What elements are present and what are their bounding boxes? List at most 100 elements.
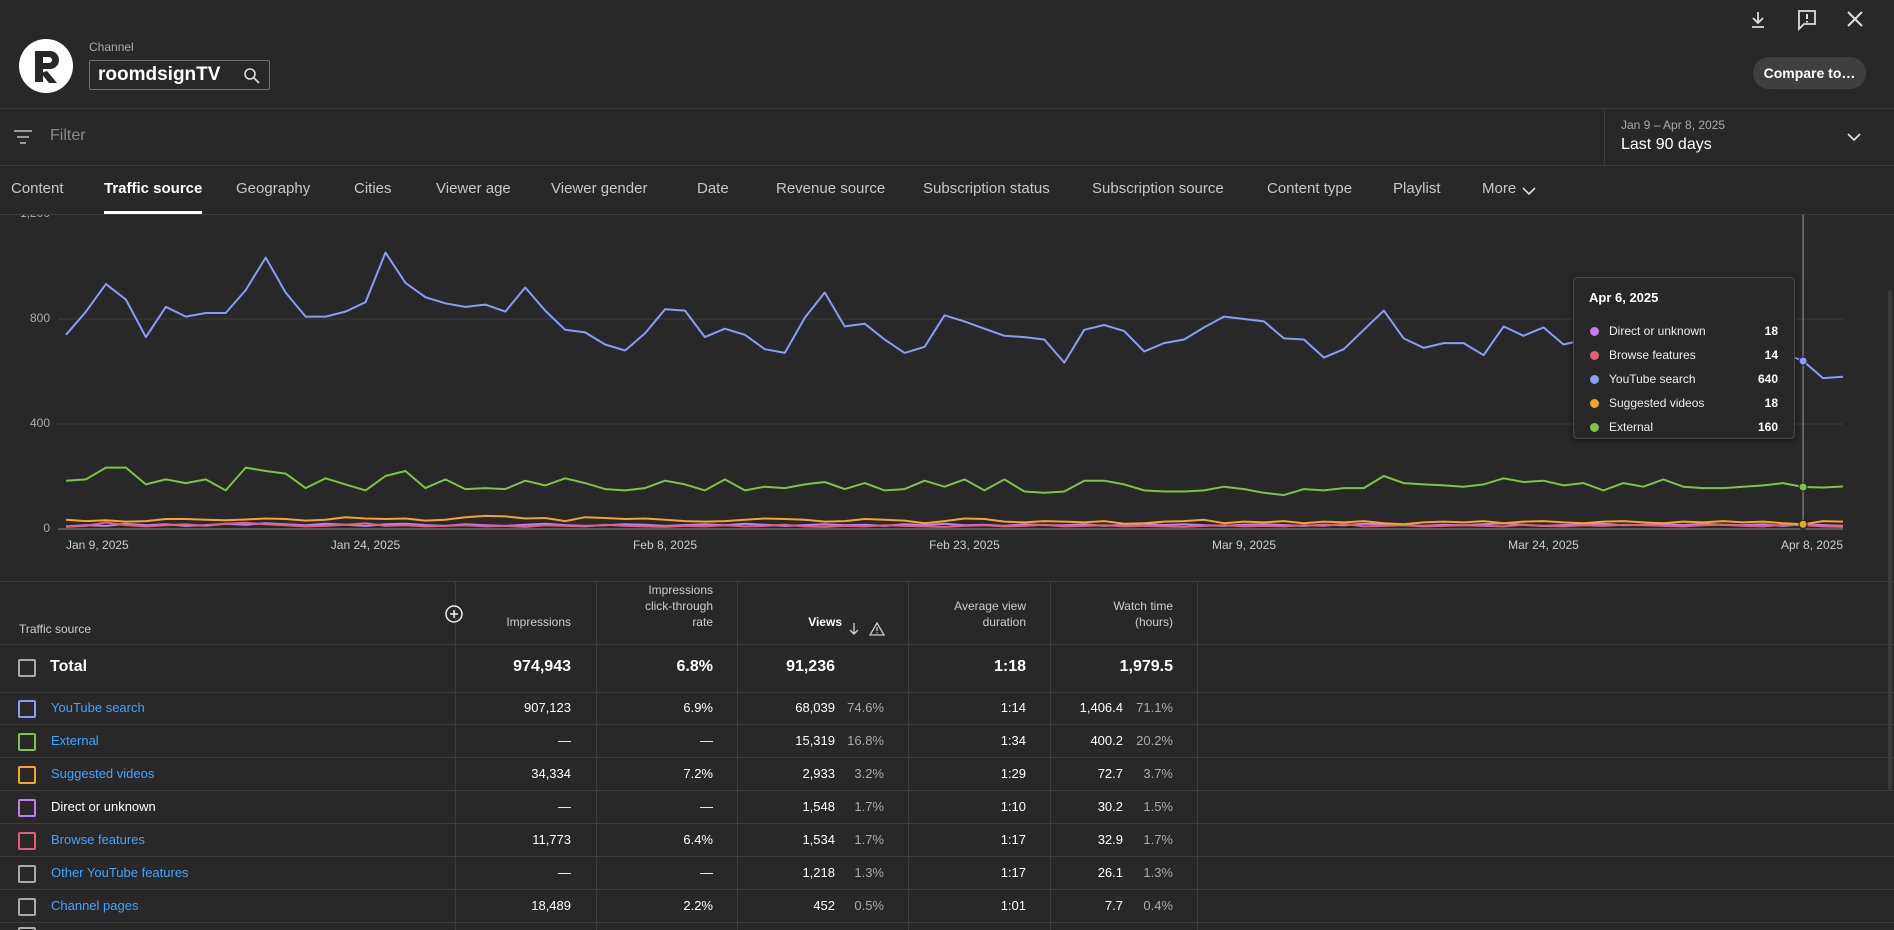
row-name[interactable]: YouTube search xyxy=(51,700,145,715)
column-header[interactable]: Average view duration xyxy=(954,599,1026,629)
tab[interactable]: Date xyxy=(697,180,729,197)
hover-dot xyxy=(1798,356,1808,366)
row-name[interactable]: Other YouTube features xyxy=(51,865,189,880)
row-divider xyxy=(0,790,1894,791)
feedback-icon[interactable] xyxy=(1796,8,1818,32)
filter-bar: Filter Jan 9 – Apr 8, 2025 Last 90 days xyxy=(0,109,1894,166)
chevron-icon xyxy=(1522,187,1536,196)
row-cell: 1:29 xyxy=(1000,766,1026,781)
filter-icon[interactable] xyxy=(13,128,33,146)
row-cell: 34,334 xyxy=(531,766,571,781)
row-cell: 32.9 xyxy=(1097,832,1123,847)
tab[interactable]: Playlist xyxy=(1393,180,1441,197)
legend-swatch xyxy=(1590,375,1599,384)
row-cell: 7.2% xyxy=(683,766,713,781)
column-divider xyxy=(455,582,456,930)
download-icon[interactable] xyxy=(1748,9,1768,31)
total-cell: 1,979.5 xyxy=(1119,658,1173,675)
tab-bar: Content Traffic source Geography Cities View… xyxy=(0,166,1894,215)
column-header[interactable]: Views xyxy=(808,615,842,629)
row-cell: 1.3% xyxy=(854,865,884,880)
tab[interactable]: Cities xyxy=(354,180,392,197)
filter-input[interactable]: Filter xyxy=(50,127,86,144)
row-cell: — xyxy=(558,865,571,880)
checkbox[interactable] xyxy=(18,898,36,916)
row-name[interactable]: Suggested videos xyxy=(51,766,155,781)
checkbox[interactable] xyxy=(18,659,36,677)
legend-label: Direct or unknown xyxy=(1609,324,1706,338)
series-line xyxy=(65,251,1844,380)
divider xyxy=(1604,109,1605,165)
compare-button[interactable]: Compare to… xyxy=(1753,57,1866,89)
scrollbar xyxy=(1888,290,1892,790)
date-period[interactable]: Last 90 days xyxy=(1621,136,1712,153)
row-name[interactable]: Channel pages xyxy=(51,898,139,913)
row-cell: 3.2% xyxy=(854,766,884,781)
channel-logo xyxy=(19,39,73,93)
date-range: Jan 9 – Apr 8, 2025 xyxy=(1621,118,1726,132)
checkbox[interactable] xyxy=(18,927,36,930)
row-cell: — xyxy=(700,799,713,814)
channel-search[interactable]: roomdsignTV xyxy=(89,60,270,90)
data-table: Traffic source Impressions Impressions cli… xyxy=(0,581,1894,930)
checkbox[interactable] xyxy=(18,799,36,817)
row-cell: 1.3% xyxy=(1143,865,1173,880)
row-name[interactable]: Browse features xyxy=(51,832,145,847)
legend-value: 160 xyxy=(1757,420,1778,434)
row-divider xyxy=(0,856,1894,857)
tab[interactable]: Subscription source xyxy=(1092,180,1224,197)
legend-label: Suggested videos xyxy=(1609,396,1705,410)
legend-value: 14 xyxy=(1764,348,1778,362)
tab[interactable]: Geography xyxy=(236,180,311,197)
column-header[interactable]: Impressions xyxy=(506,615,571,629)
close-icon[interactable] xyxy=(1845,9,1865,29)
legend-swatch xyxy=(1590,327,1599,336)
row-cell: — xyxy=(700,733,713,748)
row-divider xyxy=(0,692,1894,693)
row-cell: 18,489 xyxy=(531,898,571,913)
row-cell: 7.7 xyxy=(1104,898,1123,913)
row-name: Direct or unknown xyxy=(51,799,156,814)
tab[interactable]: Viewer age xyxy=(436,180,511,197)
tab[interactable]: Viewer gender xyxy=(551,180,648,197)
x-tick-label: Mar 9, 2025 xyxy=(1212,538,1276,552)
x-tick-label: Feb 8, 2025 xyxy=(633,538,697,552)
checkbox[interactable] xyxy=(18,832,36,850)
tab[interactable]: More xyxy=(1482,180,1517,197)
search-icon[interactable] xyxy=(243,67,261,85)
row-cell: 26.1 xyxy=(1097,865,1123,880)
row-cell: 1:10 xyxy=(1000,799,1026,814)
row-name[interactable]: External xyxy=(51,733,99,748)
total-cell: 974,943 xyxy=(513,658,571,675)
row-cell: 1.7% xyxy=(1143,832,1173,847)
row-cell: 3.7% xyxy=(1143,766,1173,781)
x-tick-label: Apr 8, 2025 xyxy=(1781,538,1843,552)
checkbox[interactable] xyxy=(18,865,36,883)
tab[interactable]: Revenue source xyxy=(776,180,886,197)
channel-name: roomdsignTV xyxy=(98,64,221,85)
tab[interactable]: Traffic source xyxy=(104,180,203,197)
tab[interactable]: Content type xyxy=(1267,180,1353,197)
column-header[interactable]: Impressions click-through rate xyxy=(644,583,713,629)
tab-underline xyxy=(104,211,202,214)
row-cell: 1:01 xyxy=(1000,898,1026,913)
column-header: Traffic source xyxy=(19,622,92,636)
checkbox[interactable] xyxy=(18,733,36,751)
row-cell: 2.2% xyxy=(683,898,713,913)
tab[interactable]: Content xyxy=(11,180,64,197)
column-header[interactable]: Watch time (hours) xyxy=(1113,599,1173,629)
row-divider xyxy=(0,889,1894,890)
add-column-icon xyxy=(445,605,463,623)
plus xyxy=(450,610,458,618)
row-cell: 0.4% xyxy=(1143,898,1173,913)
dropdown-icon[interactable] xyxy=(1845,130,1863,144)
x-tick-label: Mar 24, 2025 xyxy=(1508,538,1579,552)
legend-label: YouTube search xyxy=(1609,372,1696,386)
row-cell: 907,123 xyxy=(524,700,571,715)
checkbox[interactable] xyxy=(18,766,36,784)
column-divider xyxy=(908,582,909,930)
tab[interactable]: Subscription status xyxy=(923,180,1050,197)
checkbox[interactable] xyxy=(18,700,36,718)
